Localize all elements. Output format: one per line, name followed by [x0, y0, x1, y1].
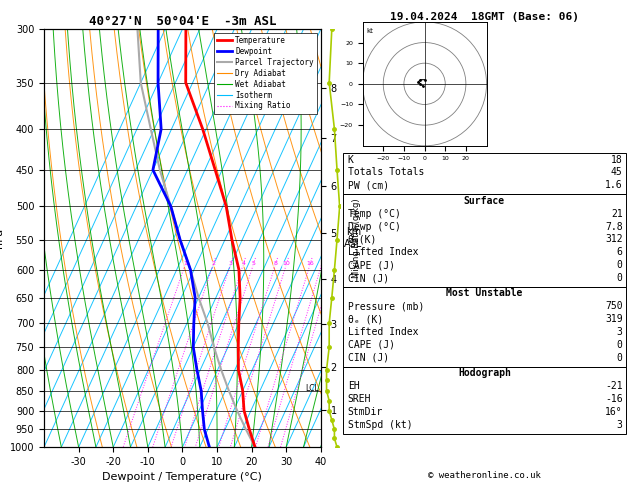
Text: 10: 10	[282, 261, 291, 266]
Text: 18: 18	[611, 155, 623, 165]
Text: LCL: LCL	[305, 384, 319, 393]
Text: 1: 1	[184, 261, 187, 266]
Legend: Temperature, Dewpoint, Parcel Trajectory, Dry Adiabat, Wet Adiabat, Isotherm, Mi: Temperature, Dewpoint, Parcel Trajectory…	[214, 33, 317, 114]
Text: CAPE (J): CAPE (J)	[348, 260, 395, 270]
Text: EH: EH	[348, 381, 360, 391]
Text: StmSpd (kt): StmSpd (kt)	[348, 420, 413, 430]
Text: 6: 6	[617, 247, 623, 257]
Text: 3: 3	[617, 327, 623, 337]
Text: kt: kt	[367, 28, 374, 34]
Text: 0: 0	[617, 353, 623, 363]
Text: SREH: SREH	[348, 394, 371, 404]
Text: 45: 45	[611, 167, 623, 177]
Text: 2: 2	[211, 261, 215, 266]
Text: PW (cm): PW (cm)	[348, 180, 389, 191]
Text: 8: 8	[274, 261, 277, 266]
Text: Mixing Ratio (g/kg): Mixing Ratio (g/kg)	[352, 198, 361, 278]
Text: 16: 16	[306, 261, 314, 266]
Title: 40°27'N  50°04'E  -3m ASL: 40°27'N 50°04'E -3m ASL	[89, 15, 276, 28]
Text: 21: 21	[611, 208, 623, 219]
Text: -21: -21	[605, 381, 623, 391]
Text: K: K	[348, 155, 353, 165]
Text: 16°: 16°	[605, 407, 623, 417]
Text: θₑ (K): θₑ (K)	[348, 314, 383, 324]
Text: Hodograph: Hodograph	[458, 368, 511, 378]
Text: 0: 0	[617, 260, 623, 270]
Text: 0: 0	[617, 340, 623, 350]
Text: CAPE (J): CAPE (J)	[348, 340, 395, 350]
Text: Totals Totals: Totals Totals	[348, 167, 424, 177]
Text: 19.04.2024  18GMT (Base: 06): 19.04.2024 18GMT (Base: 06)	[390, 12, 579, 22]
Text: 0: 0	[617, 273, 623, 283]
Text: 750: 750	[605, 301, 623, 312]
Text: -16: -16	[605, 394, 623, 404]
Y-axis label: hPa: hPa	[0, 228, 4, 248]
X-axis label: Dewpoint / Temperature (°C): Dewpoint / Temperature (°C)	[103, 472, 262, 483]
Text: © weatheronline.co.uk: © weatheronline.co.uk	[428, 471, 541, 480]
Text: Lifted Index: Lifted Index	[348, 327, 418, 337]
Text: 1.6: 1.6	[605, 180, 623, 191]
Text: StmDir: StmDir	[348, 407, 383, 417]
Text: Surface: Surface	[464, 196, 505, 206]
Text: Dewp (°C): Dewp (°C)	[348, 222, 401, 231]
Text: 3: 3	[229, 261, 233, 266]
Y-axis label: km
ASL: km ASL	[344, 227, 362, 249]
Text: Most Unstable: Most Unstable	[446, 289, 523, 298]
Text: Pressure (mb): Pressure (mb)	[348, 301, 424, 312]
Text: Lifted Index: Lifted Index	[348, 247, 418, 257]
Text: Temp (°C): Temp (°C)	[348, 208, 401, 219]
Text: CIN (J): CIN (J)	[348, 353, 389, 363]
Text: CIN (J): CIN (J)	[348, 273, 389, 283]
Text: 4: 4	[242, 261, 245, 266]
Text: 3: 3	[617, 420, 623, 430]
Text: 312: 312	[605, 234, 623, 244]
Text: 319: 319	[605, 314, 623, 324]
Text: 7.8: 7.8	[605, 222, 623, 231]
Text: θₑ(K): θₑ(K)	[348, 234, 377, 244]
Text: 5: 5	[252, 261, 255, 266]
